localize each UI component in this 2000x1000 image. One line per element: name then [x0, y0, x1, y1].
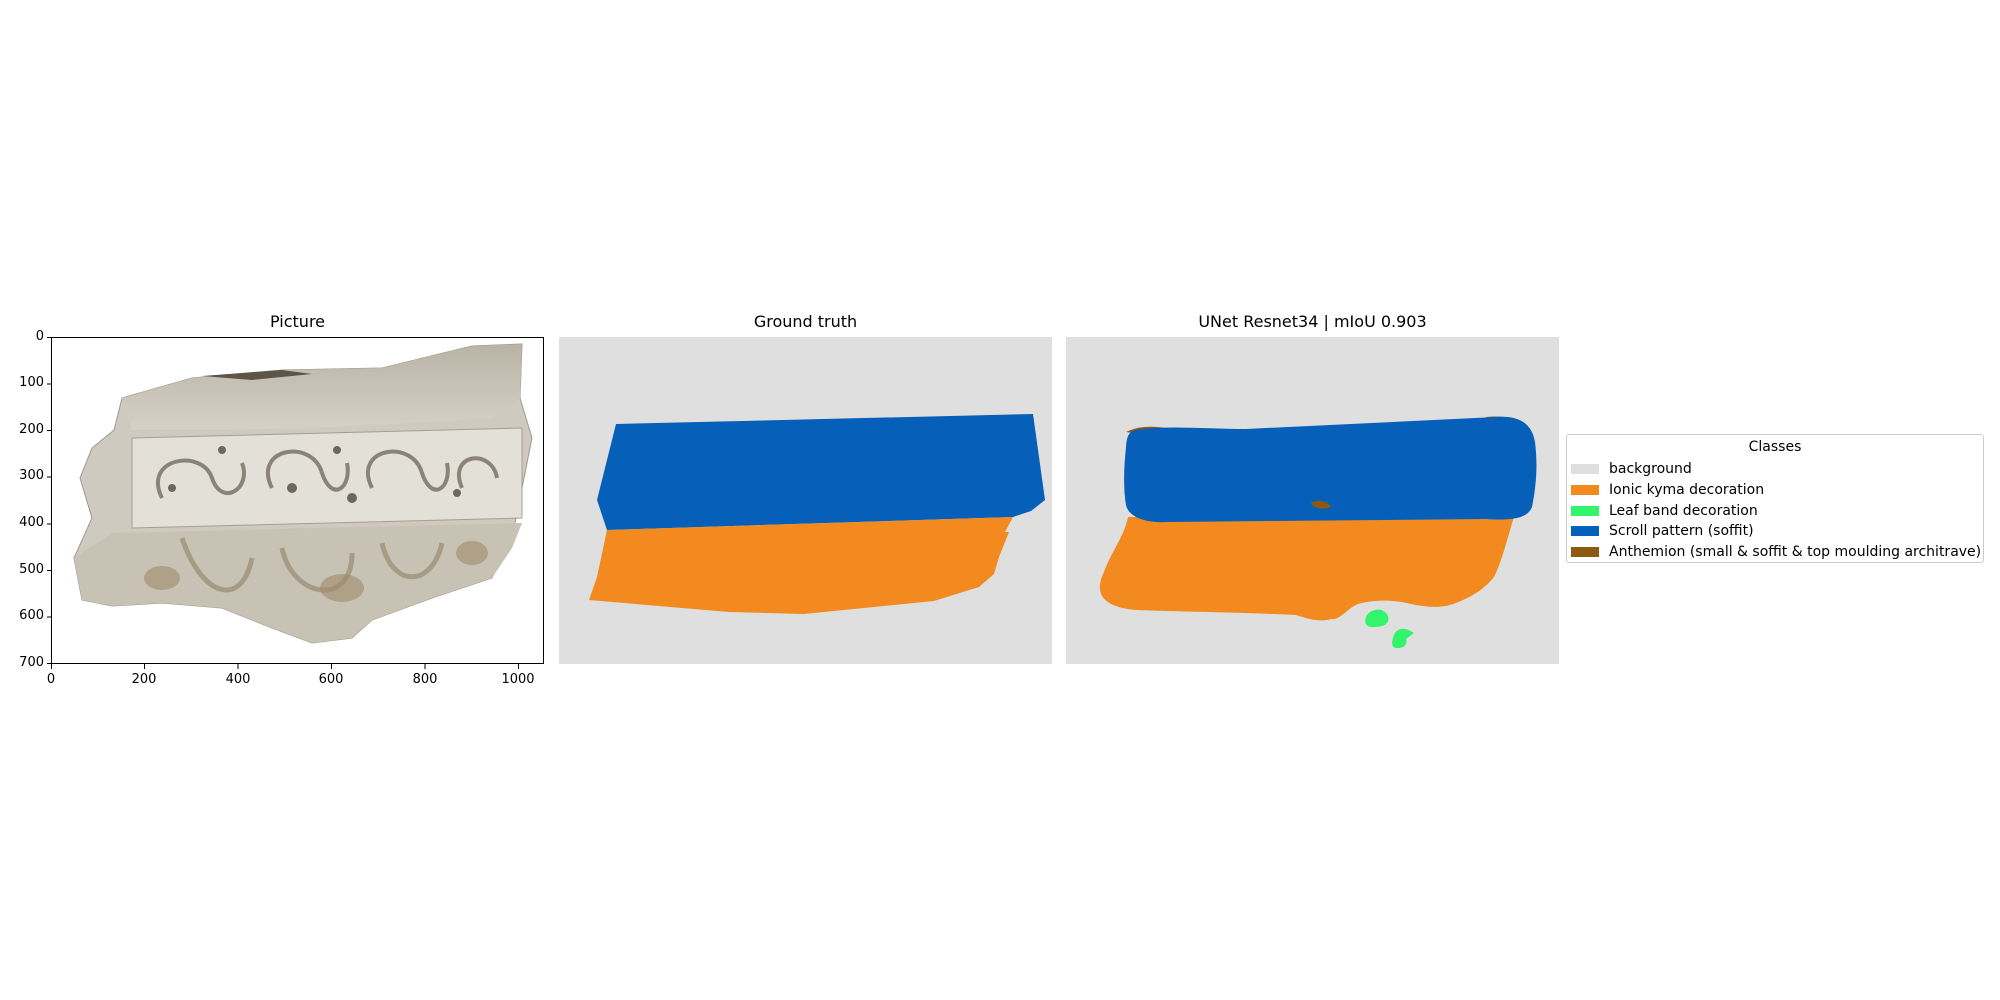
legend-swatch [1571, 464, 1599, 474]
x-tick-marks [51, 664, 519, 669]
x-tick-label: 1000 [501, 672, 535, 687]
legend-item-scroll-pattern: Scroll pattern (soffit) [1571, 522, 1754, 540]
legend: Classes background Ionic kyma decoration… [1566, 434, 1984, 563]
picture-panel [51, 337, 544, 664]
x-tick-label: 0 [46, 672, 56, 687]
legend-item-leaf-band: Leaf band decoration [1571, 502, 1758, 520]
x-tick-label: 800 [412, 672, 438, 687]
y-tick-label: 200 [19, 422, 44, 437]
leaf-band-region [1365, 609, 1389, 628]
legend-label: Ionic kyma decoration [1609, 482, 1765, 498]
anthemion-region [1311, 500, 1331, 509]
ground-truth-panel [559, 337, 1052, 664]
x-tick-label: 200 [131, 672, 157, 687]
legend-swatch [1571, 547, 1599, 557]
x-tick-label: 600 [318, 672, 344, 687]
prediction-mask [1066, 337, 1559, 664]
y-tick-label: 300 [19, 468, 44, 483]
picture-title: Picture [269, 312, 326, 331]
y-tick-label: 0 [35, 329, 44, 344]
prediction-panel [1066, 337, 1559, 664]
leaf-band-region [1392, 628, 1414, 649]
stone-fragment-image [52, 338, 543, 663]
ionic-kyma-region [1099, 517, 1514, 621]
legend-label: background [1609, 461, 1692, 477]
y-tick-label: 100 [19, 375, 44, 390]
y-tick-label: 400 [19, 515, 44, 530]
legend-label: Anthemion (small & soffit & top moulding… [1609, 544, 1982, 560]
scroll-pattern-region [597, 414, 1045, 530]
legend-title: Classes [1748, 439, 1802, 455]
legend-swatch [1571, 485, 1599, 495]
y-tick-label: 700 [19, 655, 44, 670]
scroll-pattern-region [1124, 416, 1537, 523]
ground-truth-mask [559, 337, 1052, 664]
y-tick-label: 500 [19, 562, 44, 577]
legend-swatch [1571, 506, 1599, 516]
ground-truth-title: Ground truth [753, 312, 858, 331]
x-tick-label: 400 [225, 672, 251, 687]
legend-item-ionic-kyma: Ionic kyma decoration [1571, 481, 1764, 499]
y-tick-marks [47, 337, 51, 664]
legend-label: Scroll pattern (soffit) [1609, 523, 1754, 539]
legend-label: Leaf band decoration [1609, 503, 1758, 519]
ionic-kyma-region [589, 517, 1013, 614]
y-tick-label: 600 [19, 608, 44, 623]
legend-item-anthemion: Anthemion (small & soffit & top moulding… [1571, 543, 1981, 561]
legend-item-background: background [1571, 460, 1692, 478]
prediction-title: UNet Resnet34 | mIoU 0.903 [1198, 312, 1427, 331]
legend-swatch [1571, 526, 1599, 536]
